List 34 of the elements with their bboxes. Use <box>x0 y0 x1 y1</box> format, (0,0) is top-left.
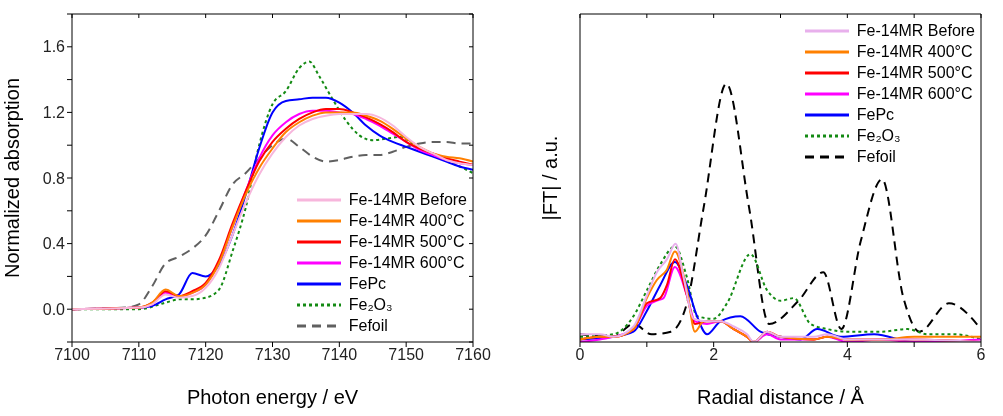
legend-label: Fe-14MR Before <box>348 190 467 210</box>
legend-label: Fefoil <box>348 316 388 336</box>
legend-label: Fefoil <box>856 147 896 167</box>
legend-label: Fe-14MR 600°C <box>348 253 465 273</box>
legend-label: FePc <box>856 105 895 125</box>
x-tick-label: 2 <box>709 346 719 364</box>
legend-label: Fe-14MR 600°C <box>856 84 973 104</box>
y-tick-label: 1.6 <box>42 38 66 56</box>
legend-label: Fe₂O₃ <box>856 126 901 146</box>
x-tick-label: 7150 <box>388 346 425 364</box>
legend-label: Fe-14MR Before <box>856 21 975 41</box>
x-tick-label: 6 <box>976 346 986 364</box>
legend-label: Fe-14MR 500°C <box>856 63 973 83</box>
legend-label: Fe₂O₃ <box>348 295 393 315</box>
x-tick-label: 0 <box>575 346 585 364</box>
y-tick-label: 0.0 <box>42 300 66 318</box>
legend-label: FePc <box>348 274 387 294</box>
x-tick-label: 4 <box>842 346 852 364</box>
x-axis-title: Radial distance / Å <box>697 386 865 408</box>
x-tick-label: 7140 <box>321 346 358 364</box>
x-tick-label: 7160 <box>455 346 491 364</box>
x-tick-label: 7100 <box>54 346 90 364</box>
y-tick-label: 0.4 <box>42 235 66 253</box>
y-axis-title: |FT| / a.u. <box>539 135 562 221</box>
y-tick-label: 0.8 <box>42 169 66 187</box>
x-tick-label: 7130 <box>254 346 291 364</box>
x-tick-label: 7110 <box>121 346 157 364</box>
legend-label: Fe-14MR 500°C <box>348 232 465 252</box>
legend-label: Fe-14MR 400°C <box>348 211 465 231</box>
y-axis-title: Normalized absorption <box>1 77 24 279</box>
y-tick-label: 1.2 <box>42 104 66 122</box>
legend-label: Fe-14MR 400°C <box>856 42 973 62</box>
x-axis-title: Photon energy / eV <box>186 386 359 408</box>
x-tick-label: 7120 <box>187 346 224 364</box>
